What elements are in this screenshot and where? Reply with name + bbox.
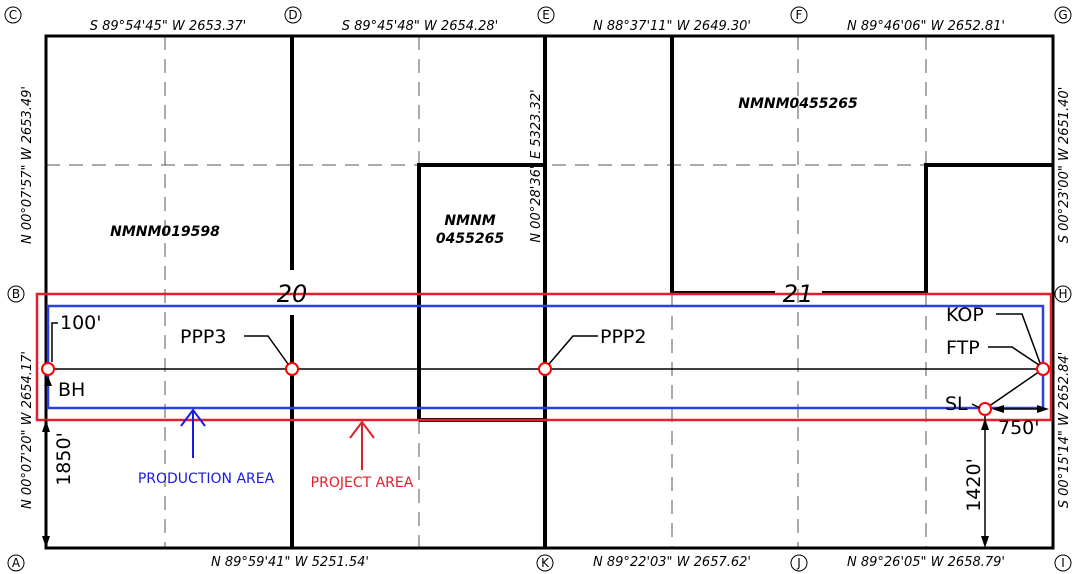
lease-label-nmnm0455265: NMNM0455265	[738, 96, 858, 112]
label-sl: SL	[945, 393, 968, 415]
section-number-20: 20	[277, 280, 308, 308]
kop-ftp-marker	[1036, 362, 1050, 376]
svg-text:F: F	[796, 8, 803, 22]
production-area-arrow	[180, 408, 206, 458]
sl-marker	[978, 402, 992, 416]
label-ppp3: PPP3	[180, 326, 226, 348]
svg-text:I: I	[1061, 556, 1065, 570]
corner-d: D	[284, 6, 302, 24]
bearing-top-cd: S 89°54'45" W 2653.37'	[90, 19, 247, 34]
bearing-top-fg: N 89°46'06" W 2652.81'	[847, 19, 1005, 34]
label-ftp: FTP	[946, 337, 980, 359]
dimension-100: 100'	[60, 312, 102, 334]
bearing-left-upper: N 00°07'57" W 2653.49'	[20, 86, 35, 244]
corner-j: J	[790, 554, 808, 572]
lease-label-nmnm-line2: 0455265	[436, 231, 504, 247]
lease-lines	[290, 36, 1053, 548]
corner-labels: C D E F G B H A K J I	[4, 6, 1072, 572]
dimension-1850: 1850'	[53, 432, 75, 486]
corner-g: G	[1054, 6, 1072, 24]
bearing-bottom-ji: N 89°26'05" W 2658.79'	[847, 555, 1005, 570]
bearing-bottom-kj: N 89°22'03" W 2657.62'	[593, 555, 751, 570]
svg-text:K: K	[541, 556, 550, 570]
corner-c: C	[4, 6, 22, 24]
section-boundary	[44, 34, 1055, 550]
corner-i: I	[1054, 554, 1072, 572]
corner-a: A	[7, 554, 25, 572]
production-area-label: PRODUCTION AREA	[138, 471, 275, 487]
ppp3-marker	[285, 362, 299, 376]
leader-lines	[51, 313, 1041, 409]
bearing-top-de: S 89°45'48" W 2654.28'	[342, 19, 499, 34]
corner-k: K	[536, 554, 554, 572]
svg-text:C: C	[9, 8, 17, 22]
surface-to-kop-line	[984, 368, 1044, 410]
project-area-outline	[35, 292, 1053, 422]
bearing-top-ef: N 88°37'11" W 2649.30'	[593, 19, 751, 34]
bearing-right-upper: S 00°23'00" W 2651.40'	[1057, 87, 1072, 244]
svg-text:H: H	[1058, 287, 1067, 301]
corner-f: F	[790, 6, 808, 24]
well-point-markers	[41, 362, 1050, 416]
corner-h: H	[1054, 285, 1072, 303]
bearing-middle: N 00°28'36" E 5323.32'	[529, 89, 544, 242]
corner-e: E	[537, 6, 555, 24]
label-bh: BH	[58, 379, 85, 401]
label-ppp2: PPP2	[600, 326, 646, 348]
lease-label-nmnm019598: NMNM019598	[110, 224, 220, 240]
production-area-outline	[46, 304, 1045, 410]
project-area-label: PROJECT AREA	[311, 475, 414, 491]
dimension-1420: 1420'	[963, 458, 985, 512]
bh-marker	[41, 362, 55, 376]
corner-b: B	[7, 285, 25, 303]
bh-arrowhead	[44, 376, 52, 386]
bearing-right-lower: S 00°15'14" W 2652.84'	[1057, 352, 1072, 509]
svg-text:E: E	[542, 8, 550, 22]
svg-text:J: J	[796, 556, 801, 570]
project-area-arrow	[349, 420, 375, 470]
svg-text:D: D	[288, 8, 297, 22]
section-number-21: 21	[783, 280, 814, 308]
ppp2-marker	[538, 362, 552, 376]
svg-text:G: G	[1058, 8, 1067, 22]
label-kop: KOP	[946, 304, 984, 326]
lease-label-nmnm-line1: NMNM	[444, 213, 495, 229]
svg-text:B: B	[12, 287, 20, 301]
dimension-750: 750'	[998, 417, 1040, 439]
bearing-bottom-ak: N 89°59'41" W 5251.54'	[211, 555, 369, 570]
svg-text:A: A	[12, 556, 21, 570]
bearing-left-lower: N 00°07'20" W 2654.17'	[20, 351, 35, 509]
dimension-arrowheads	[42, 405, 1049, 548]
